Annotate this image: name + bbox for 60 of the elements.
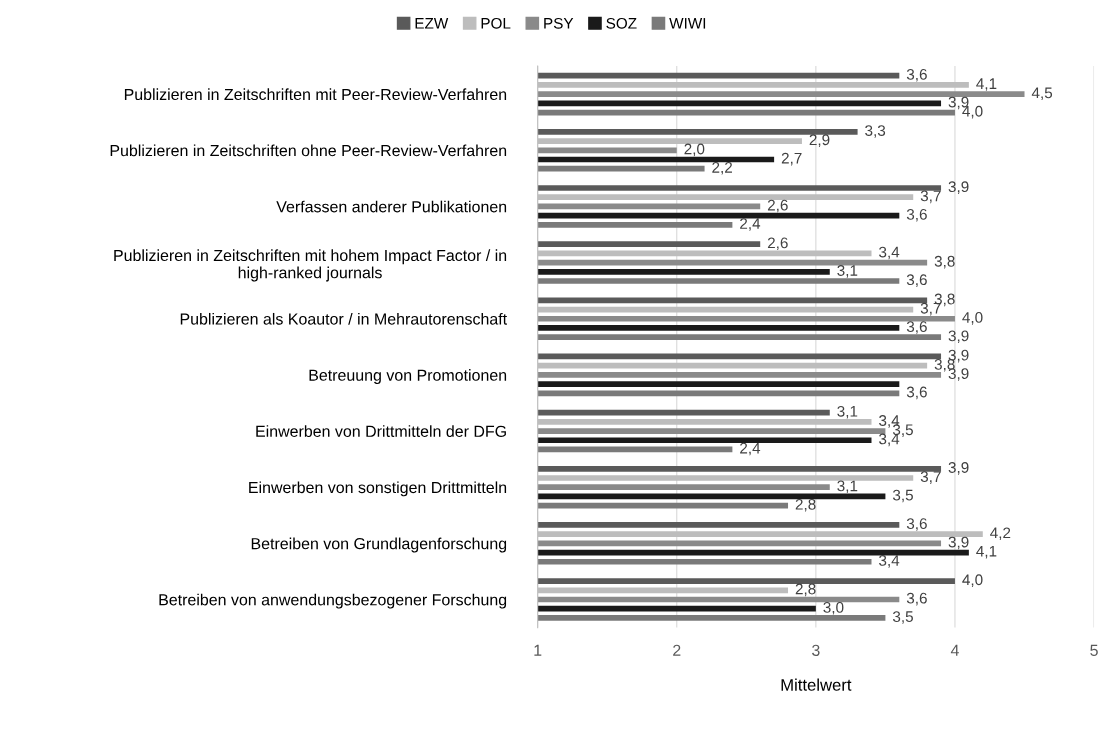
y-tick-label: Publizieren in Zeitschriften ohne Peer-Review-Verfahren [110,144,507,157]
x-tick-label: 1 [534,644,542,656]
data-label: 3,6 [906,518,927,531]
data-label: 2,6 [767,237,788,251]
data-label: 3,8 [934,255,955,269]
data-label: 3,6 [906,274,927,287]
data-label: 2,6 [767,199,788,213]
data-label: 3,0 [823,601,844,615]
legend-label: PSY [544,17,574,29]
data-label: 2,2 [712,161,732,175]
data-label: 3,6 [906,592,927,606]
y-tick-label: Betreiben von Grundlagenforschung [251,537,507,553]
data-label: 3,1 [837,405,858,419]
data-label: 2,8 [795,498,816,512]
data-label: 4,0 [962,312,983,325]
y-tick-label: Publizieren als Koautor / in Mehrautorenschaft [180,312,507,325]
data-label: 2,4 [740,442,761,456]
data-label: 3,3 [865,125,886,138]
data-label: 4,0 [962,574,983,587]
y-tick-label: Betreiben von anwendungsbezogener Forschung [159,593,507,609]
data-label: 3,1 [837,480,858,494]
data-label: 3,9 [948,330,969,344]
x-tick-label: 2 [673,644,681,656]
data-label: 3,6 [906,386,927,400]
data-label: 4,5 [1031,87,1053,101]
y-tick-label: Einwerben von sonstigen Drittmitteln [249,481,507,497]
y-tick-label: Einwerben von Drittmitteln der DFG [256,425,506,437]
data-label: 3,7 [920,471,941,484]
legend-label: SOZ [606,17,637,29]
y-tick-label: Verfassen anderer Publikationen [276,200,507,213]
x-tick-label: 4 [950,644,959,656]
data-label: 2,4 [740,218,761,231]
data-label: 2,9 [809,134,830,147]
data-label: 2,7 [781,152,802,166]
data-label: 3,6 [906,208,927,222]
data-label: 3,1 [837,265,858,278]
data-label: 3,4 [879,555,900,568]
legend-label: WIWI [669,18,706,29]
data-label: 3,5 [892,489,913,503]
y-tick-label: Publizieren in Zeitschriften mit Peer-Review-Verfahren [124,88,507,101]
data-label: 3,4 [879,246,900,260]
data-label: 2,8 [795,583,816,597]
data-label: 3,6 [906,69,927,82]
data-label: 3,9 [948,462,969,475]
legend-label: EZW [415,18,449,29]
y-tick-label: Betreuung von Promotionen [309,369,507,384]
x-axis-title: Mittelwert [781,678,852,691]
y-tick-label: Publizieren in Zeitschriften mit hohem Impact Factor / in high-ranked journals [114,249,507,282]
data-label: 3,7 [920,190,941,204]
data-label: 3,6 [906,321,927,334]
data-label: 4,1 [976,78,997,91]
x-tick-label: 3 [812,644,820,656]
data-label: 3,9 [948,181,969,194]
legend-label: POL [481,17,511,29]
data-label: 2,0 [684,143,705,157]
data-label: 3,5 [892,611,913,624]
data-label: 3,9 [948,536,969,550]
data-label: 4,2 [990,527,1011,541]
x-tick-label: 5 [1090,644,1098,656]
data-label: 4,1 [976,545,997,559]
